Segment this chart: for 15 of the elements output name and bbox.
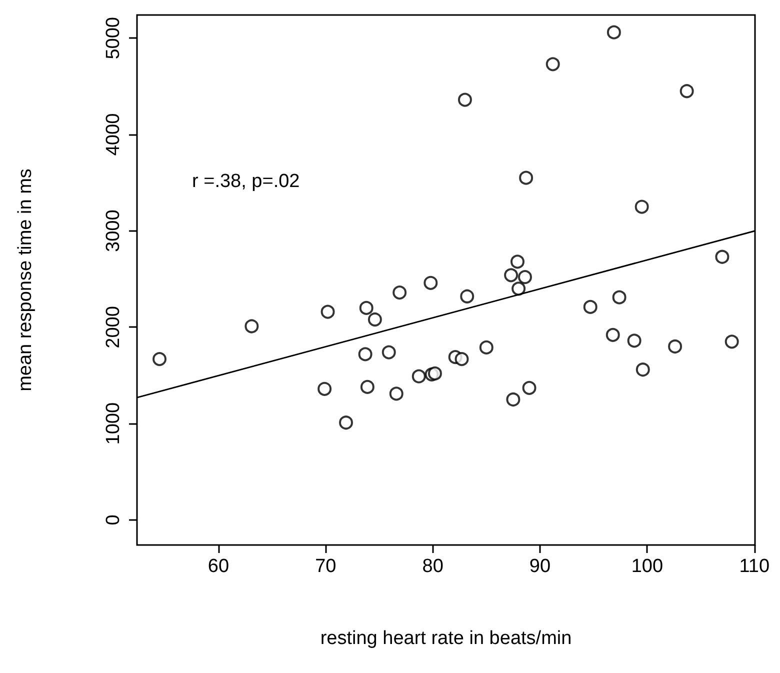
y-tick-label: 0	[103, 514, 124, 526]
y-tick-label: 5000	[103, 16, 124, 60]
y-tick-label: 3000	[103, 210, 124, 252]
x-tick-label: 110	[739, 556, 770, 577]
y-tick-label: 2000	[103, 306, 124, 348]
y-tick-label: 4000	[103, 113, 124, 156]
x-tick-label: 70	[315, 556, 336, 577]
y-axis-title: mean response time in ms	[15, 168, 36, 392]
annotation: r =.38, p=.02	[192, 171, 300, 192]
y-tick-label: 1000	[103, 402, 124, 445]
x-tick-label: 90	[529, 556, 551, 577]
x-axis-title: resting heart rate in beats/min	[320, 628, 572, 649]
x-tick-label: 80	[422, 556, 444, 577]
x-tick-label: 100	[631, 556, 664, 577]
x-tick-label: 60	[208, 556, 230, 577]
